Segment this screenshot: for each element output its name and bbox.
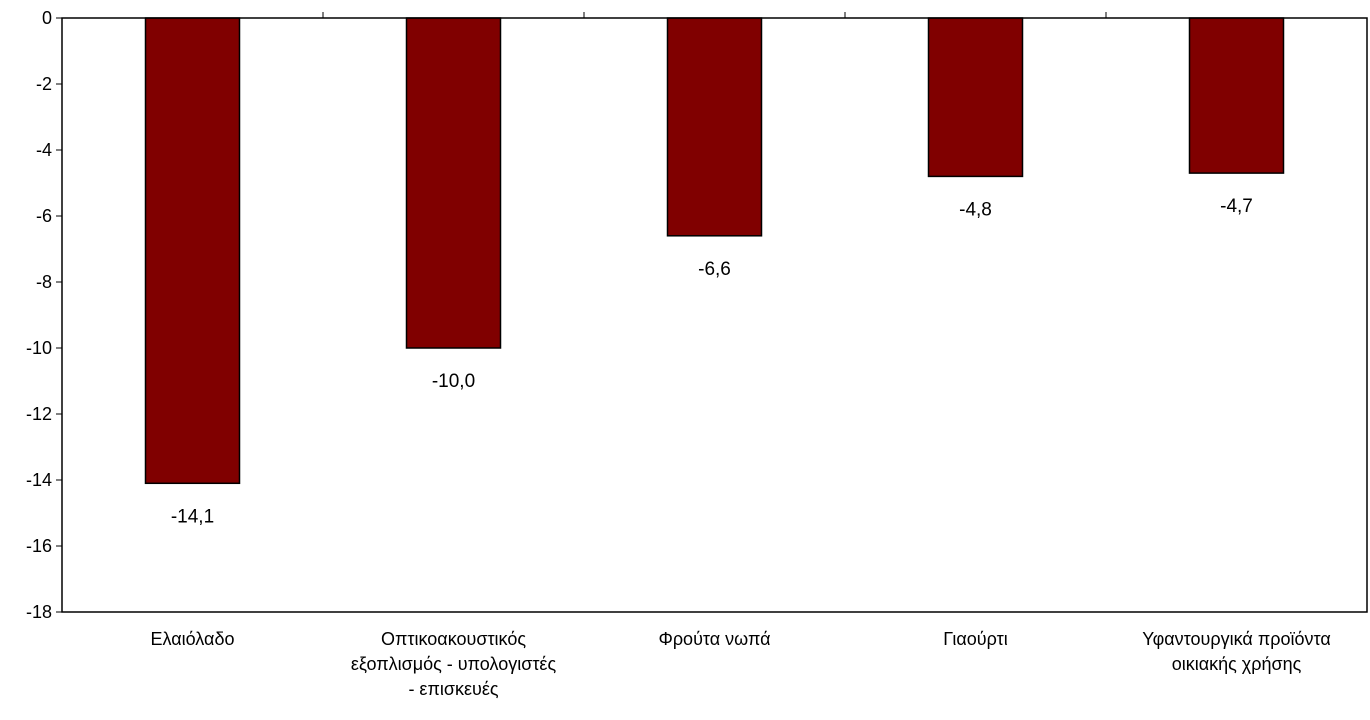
plot-area-border <box>61 17 1368 613</box>
category-label: Οπτικοακουστικός εξοπλισμός - υπολογιστές… <box>351 629 557 699</box>
y-axis-ticks: 0 -2 -4 -6 -8 -10 -12 -14 -16 -18 <box>26 8 62 622</box>
category-label-line: Γιαούρτι <box>943 629 1008 649</box>
data-label: -4,7 <box>1220 196 1253 217</box>
y-tick-label: -8 <box>36 272 52 292</box>
y-tick-label: -2 <box>36 74 52 94</box>
y-tick-label: -4 <box>36 140 52 160</box>
y-tick-label: -18 <box>26 602 52 622</box>
bar <box>405 17 502 349</box>
category-label-line: - επισκευές <box>408 679 498 699</box>
bar <box>1188 17 1285 174</box>
data-label: -14,1 <box>171 506 214 527</box>
category-label: Υφαντουργικά προϊόντα οικιακής χρήσης <box>1142 629 1331 674</box>
bar <box>927 17 1024 178</box>
category-labels: Ελαιόλαδο Οπτικοακουστικός εξοπλισμός - υπ… <box>151 629 1331 699</box>
category-label-line: εξοπλισμός - υπολογιστές <box>351 654 557 674</box>
y-tick-label: -12 <box>26 404 52 424</box>
category-label: Ελαιόλαδο <box>151 629 235 649</box>
category-label-line: Οπτικοακουστικός <box>381 629 526 649</box>
category-label-line: οικιακής χρήσης <box>1172 654 1302 674</box>
plot-frame <box>61 12 1368 613</box>
data-label: -6,6 <box>698 259 731 280</box>
y-tick-label: -10 <box>26 338 52 358</box>
category-label-line: Υφαντουργικά προϊόντα <box>1142 629 1331 649</box>
category-label-line: Ελαιόλαδο <box>151 629 235 649</box>
data-label: -10,0 <box>432 371 475 392</box>
category-label: Φρούτα νωπά <box>658 629 770 649</box>
bars <box>144 17 1285 485</box>
category-label-line: Φρούτα νωπά <box>658 629 770 649</box>
y-tick-label: -16 <box>26 536 52 556</box>
y-tick-label: 0 <box>42 8 52 28</box>
category-label: Γιαούρτι <box>943 629 1008 649</box>
data-label: -4,8 <box>959 199 992 220</box>
y-tick-label: -6 <box>36 206 52 226</box>
y-tick-label: -14 <box>26 470 52 490</box>
data-labels: -14,1 -10,0 -6,6 -4,8 -4,7 <box>171 196 1253 527</box>
bar <box>666 17 763 237</box>
bar <box>144 17 241 485</box>
